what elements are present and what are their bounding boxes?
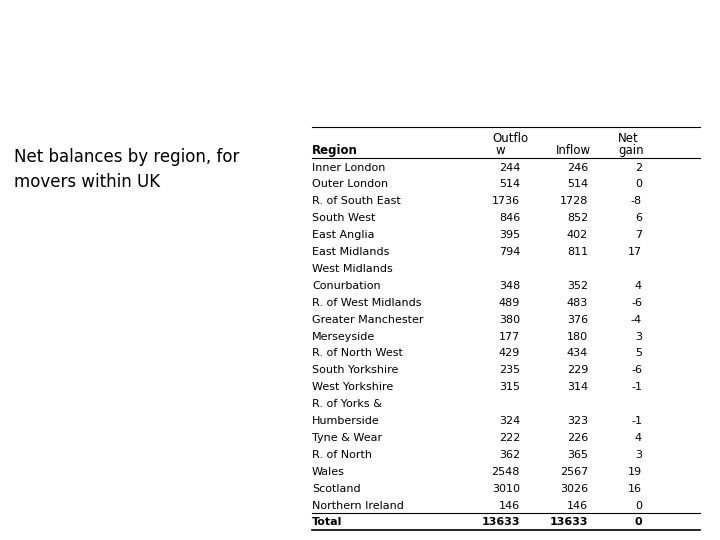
Text: Conurbation: Conurbation <box>312 281 381 291</box>
Text: 2567: 2567 <box>559 467 588 477</box>
Text: 4: 4 <box>635 281 642 291</box>
Text: 402: 402 <box>567 230 588 240</box>
Text: East Anglia: East Anglia <box>312 230 374 240</box>
Text: 229: 229 <box>567 366 588 375</box>
Text: 376: 376 <box>567 315 588 325</box>
Text: 1728: 1728 <box>559 197 588 206</box>
Text: 3010: 3010 <box>492 484 520 494</box>
Text: Greater Manchester: Greater Manchester <box>312 315 423 325</box>
Text: Northern Ireland: Northern Ireland <box>312 501 404 510</box>
Text: 180: 180 <box>567 332 588 342</box>
Text: -1: -1 <box>631 416 642 426</box>
Text: 324: 324 <box>499 416 520 426</box>
Text: R. of West Midlands: R. of West Midlands <box>312 298 421 308</box>
Text: 146: 146 <box>499 501 520 510</box>
Text: 3026: 3026 <box>560 484 588 494</box>
Text: 1736: 1736 <box>492 197 520 206</box>
Text: 315: 315 <box>499 382 520 392</box>
Text: BHPS: BHPS <box>22 65 76 83</box>
Text: 4: 4 <box>635 433 642 443</box>
Text: East Midlands: East Midlands <box>312 247 390 257</box>
Text: Outer London: Outer London <box>312 179 388 190</box>
Text: 13633: 13633 <box>482 517 520 528</box>
Text: 811: 811 <box>567 247 588 257</box>
Text: 235: 235 <box>499 366 520 375</box>
Text: 380: 380 <box>499 315 520 325</box>
Text: 7: 7 <box>635 230 642 240</box>
Text: 483: 483 <box>567 298 588 308</box>
Text: 434: 434 <box>567 348 588 359</box>
Text: 323: 323 <box>567 416 588 426</box>
Text: R. of Yorks &: R. of Yorks & <box>312 399 382 409</box>
Text: West Midlands: West Midlands <box>312 264 392 274</box>
Text: 16: 16 <box>628 484 642 494</box>
Text: South Yorkshire: South Yorkshire <box>312 366 398 375</box>
Text: 146: 146 <box>567 501 588 510</box>
Text: 2548: 2548 <box>492 467 520 477</box>
Text: 2: 2 <box>635 163 642 173</box>
Text: 514: 514 <box>567 179 588 190</box>
Text: 222: 222 <box>499 433 520 443</box>
Text: Net balances by region, for: Net balances by region, for <box>14 148 239 166</box>
Text: Net: Net <box>618 132 639 145</box>
Text: Outflo: Outflo <box>492 132 528 145</box>
Text: 0: 0 <box>634 517 642 528</box>
Text: R. of South East: R. of South East <box>312 197 401 206</box>
Text: -1: -1 <box>631 382 642 392</box>
Text: 19: 19 <box>628 467 642 477</box>
Text: 852: 852 <box>567 213 588 223</box>
Text: Characteristics of migrants in the: Characteristics of migrants in the <box>22 24 361 42</box>
Text: Tyne & Wear: Tyne & Wear <box>312 433 382 443</box>
Text: 0: 0 <box>635 501 642 510</box>
Text: West Yorkshire: West Yorkshire <box>312 382 393 392</box>
Text: w: w <box>496 144 505 157</box>
Text: -6: -6 <box>631 298 642 308</box>
Text: Inflow: Inflow <box>556 144 591 157</box>
Text: 0: 0 <box>635 179 642 190</box>
Text: 3: 3 <box>635 450 642 460</box>
Text: 5: 5 <box>635 348 642 359</box>
Text: 395: 395 <box>499 230 520 240</box>
Text: 348: 348 <box>499 281 520 291</box>
Text: gain: gain <box>618 144 644 157</box>
Text: 429: 429 <box>499 348 520 359</box>
Text: Inner London: Inner London <box>312 163 385 173</box>
Text: Humberside: Humberside <box>312 416 379 426</box>
Text: Merseyside: Merseyside <box>312 332 375 342</box>
Text: 362: 362 <box>499 450 520 460</box>
Text: Total: Total <box>312 517 343 528</box>
Text: -4: -4 <box>631 315 642 325</box>
Text: movers within UK: movers within UK <box>14 173 160 191</box>
Text: 244: 244 <box>499 163 520 173</box>
Text: 846: 846 <box>499 213 520 223</box>
Text: 352: 352 <box>567 281 588 291</box>
Text: 3: 3 <box>635 332 642 342</box>
Text: 365: 365 <box>567 450 588 460</box>
Text: -6: -6 <box>631 366 642 375</box>
Text: South West: South West <box>312 213 375 223</box>
Text: R. of North West: R. of North West <box>312 348 403 359</box>
Text: Wales: Wales <box>312 467 345 477</box>
Text: 489: 489 <box>499 298 520 308</box>
Text: 13633: 13633 <box>549 517 588 528</box>
Text: 246: 246 <box>567 163 588 173</box>
Text: Region: Region <box>312 144 358 157</box>
Text: 6: 6 <box>635 213 642 223</box>
Text: 314: 314 <box>567 382 588 392</box>
Text: 177: 177 <box>499 332 520 342</box>
Text: 17: 17 <box>628 247 642 257</box>
Text: Scotland: Scotland <box>312 484 361 494</box>
Text: 226: 226 <box>567 433 588 443</box>
Text: 794: 794 <box>499 247 520 257</box>
Text: R. of North: R. of North <box>312 450 372 460</box>
Text: 514: 514 <box>499 179 520 190</box>
Text: -8: -8 <box>631 197 642 206</box>
